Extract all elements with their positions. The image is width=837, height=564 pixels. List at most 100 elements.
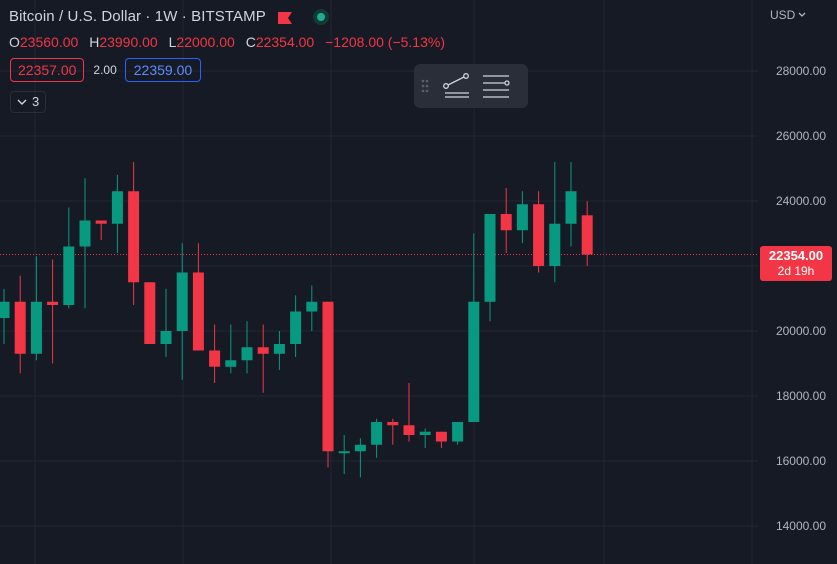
high-value: 23990.00 [99,34,158,50]
candle-up [468,233,480,422]
candle-body [14,301,26,354]
symbol-title: Bitcoin / U.S. Dollar · 1W · BITSTAMP [9,8,266,25]
candle-up [354,438,366,478]
candle-body [452,422,464,442]
candle-up [176,243,188,380]
currency-label: USD [770,8,796,22]
candle-down [435,431,447,448]
candle-down [533,191,545,273]
candle-down [144,282,156,344]
candle-body [160,331,172,344]
candle-up [63,207,75,309]
candle-down [95,220,107,240]
candle-body [63,246,75,305]
candle-body [0,301,10,318]
candle-body [209,350,221,367]
y-tick-label: 14000.00 [776,519,826,533]
candle-body [192,272,204,351]
candle-body [516,204,528,231]
settings-lines-icon[interactable] [476,66,516,106]
candle-body [338,451,350,454]
buy-button[interactable]: 22359.00 [124,58,202,82]
price-axis[interactable]: 28000.0026000.0024000.0022000.0020000.00… [776,64,826,533]
candle-down [47,259,59,364]
candle-up [371,418,383,458]
candle-down [581,201,593,266]
symbol-header[interactable]: Bitcoin / U.S. Dollar · 1W · BITSTAMP [9,8,329,25]
candle-body [79,220,91,247]
candle-up [225,324,237,374]
ohlc-legend: O23560.00 H23990.00 L22000.00 C22354.00 … [9,34,445,50]
candle-down [257,324,269,393]
candle-body [500,214,512,231]
candle-up [241,321,253,374]
line-tool-icon[interactable] [436,66,476,106]
candle-body [565,191,577,224]
chevron-down-icon [17,99,27,105]
spread-value: 2.00 [93,63,117,77]
open-value: 23560.00 [19,34,79,50]
candle-body [419,431,431,435]
candle-body [257,347,269,354]
candle-up [516,191,528,244]
candle-body [435,431,447,442]
y-tick-label: 20000.00 [776,324,826,338]
low-value: 22000.00 [176,34,235,50]
candle-up [273,331,285,370]
candle-body [241,347,253,361]
candle-body [354,444,366,452]
candle-up [338,435,350,474]
high-label: H [89,34,100,50]
candle-up [160,288,172,357]
sell-button[interactable]: 22357.00 [10,58,85,82]
candles [0,162,593,478]
grip-icon[interactable] [414,78,436,94]
candle-up [306,285,318,331]
floating-drawing-toolbar [414,64,528,108]
candle-body [95,220,107,224]
candle-body [128,191,140,283]
change-value: −1208.00 (−5.13%) [325,34,445,50]
candle-body [371,422,383,445]
candle-body [581,215,593,255]
close-value: 22354.00 [255,34,315,50]
open-label: O [9,34,20,50]
candle-down [209,324,221,383]
candle-body [111,191,123,224]
y-tick-label: 28000.00 [776,64,826,78]
candle-up [549,162,561,283]
candle-body [273,344,285,354]
y-tick-label: 26000.00 [776,129,826,143]
candle-body [176,272,188,331]
candle-body [322,301,334,452]
indicators-toggle-button[interactable]: 3 [10,91,47,113]
candle-body [468,301,480,422]
candle-body [225,360,237,367]
market-open-status-icon[interactable] [312,8,329,25]
candle-down [128,162,140,305]
candle-up [79,178,91,309]
order-panel: 22357.00 2.00 22359.00 [10,58,202,82]
low-label: L [168,34,177,50]
y-tick-label: 24000.00 [776,194,826,208]
candle-up [111,175,123,253]
bar-countdown: 2d 19h [777,264,815,278]
candle-body [484,214,496,302]
close-label: C [245,34,256,50]
candle-up [419,428,431,448]
candle-up [290,295,302,357]
currency-selector[interactable]: USD [770,8,806,22]
candle-down [14,275,26,374]
candle-body [47,301,59,305]
last-price-tag: 22354.00 2d 19h [760,246,832,281]
candle-down [500,188,512,253]
y-tick-label: 18000.00 [776,389,826,403]
candle-down [387,418,399,445]
candle-up [484,214,496,322]
candle-body [290,311,302,344]
indicators-count: 3 [32,94,40,109]
flag-icon[interactable] [277,11,292,24]
candle-up [452,422,464,445]
candle-up [565,162,577,247]
candle-up [30,256,42,361]
